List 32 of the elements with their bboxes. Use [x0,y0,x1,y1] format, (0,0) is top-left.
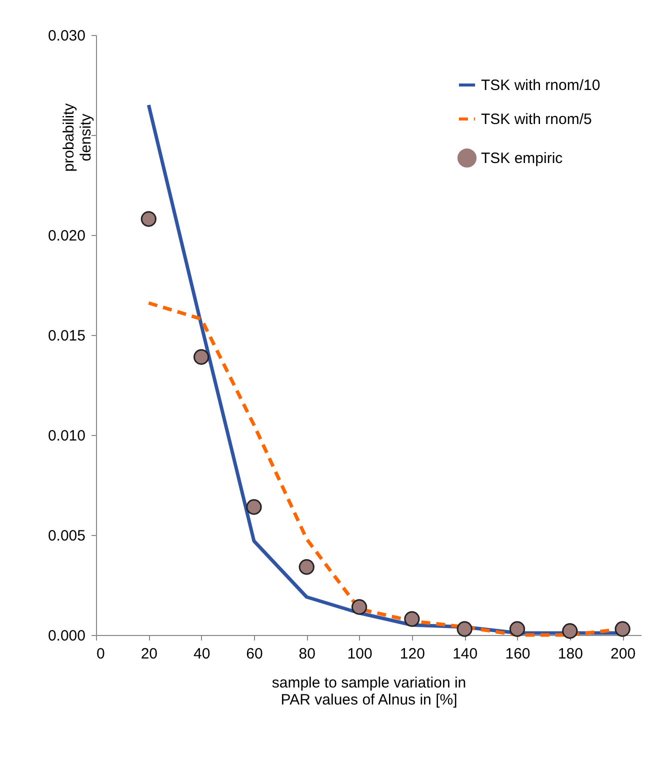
x-tick-label: 60 [246,646,263,662]
y-tick-label: 0.000 [48,628,86,644]
y-tick-label: 0.005 [48,528,86,544]
x-tick-label: 120 [400,646,425,662]
y-tick-label: 0.015 [48,328,86,344]
point [404,611,420,627]
x-tick-label: 140 [452,646,478,662]
point [140,211,156,227]
x-axis-title: sample to sample variation in PAR values of Alnus in [%] [272,674,466,708]
legend-label: TSK with rnom/10 [481,77,600,94]
y-tick-label: 0.010 [48,428,86,444]
point [351,599,368,615]
point [614,621,630,637]
legend-label: TSK with rnom/5 [481,111,592,128]
x-tick-label: 200 [610,646,636,662]
point [298,559,314,575]
x-tick-label: 40 [193,646,210,662]
x-tick-label: 20 [140,646,158,662]
x-tick-label: 80 [298,646,316,662]
x-tick-label: 180 [558,646,583,662]
x-tick-label: 160 [505,646,530,662]
point [193,349,210,365]
x-tick-label: 0 [96,646,105,662]
point [562,623,578,639]
point [246,499,262,515]
x-tick-label: 100 [347,646,372,662]
legend-label: TSK empiric [481,150,564,167]
y-tick-label: 0.020 [48,228,86,244]
point [509,621,526,637]
point [456,621,472,637]
y-tick-label: 0.030 [48,28,86,44]
y-axis-title: probability density [60,102,94,172]
